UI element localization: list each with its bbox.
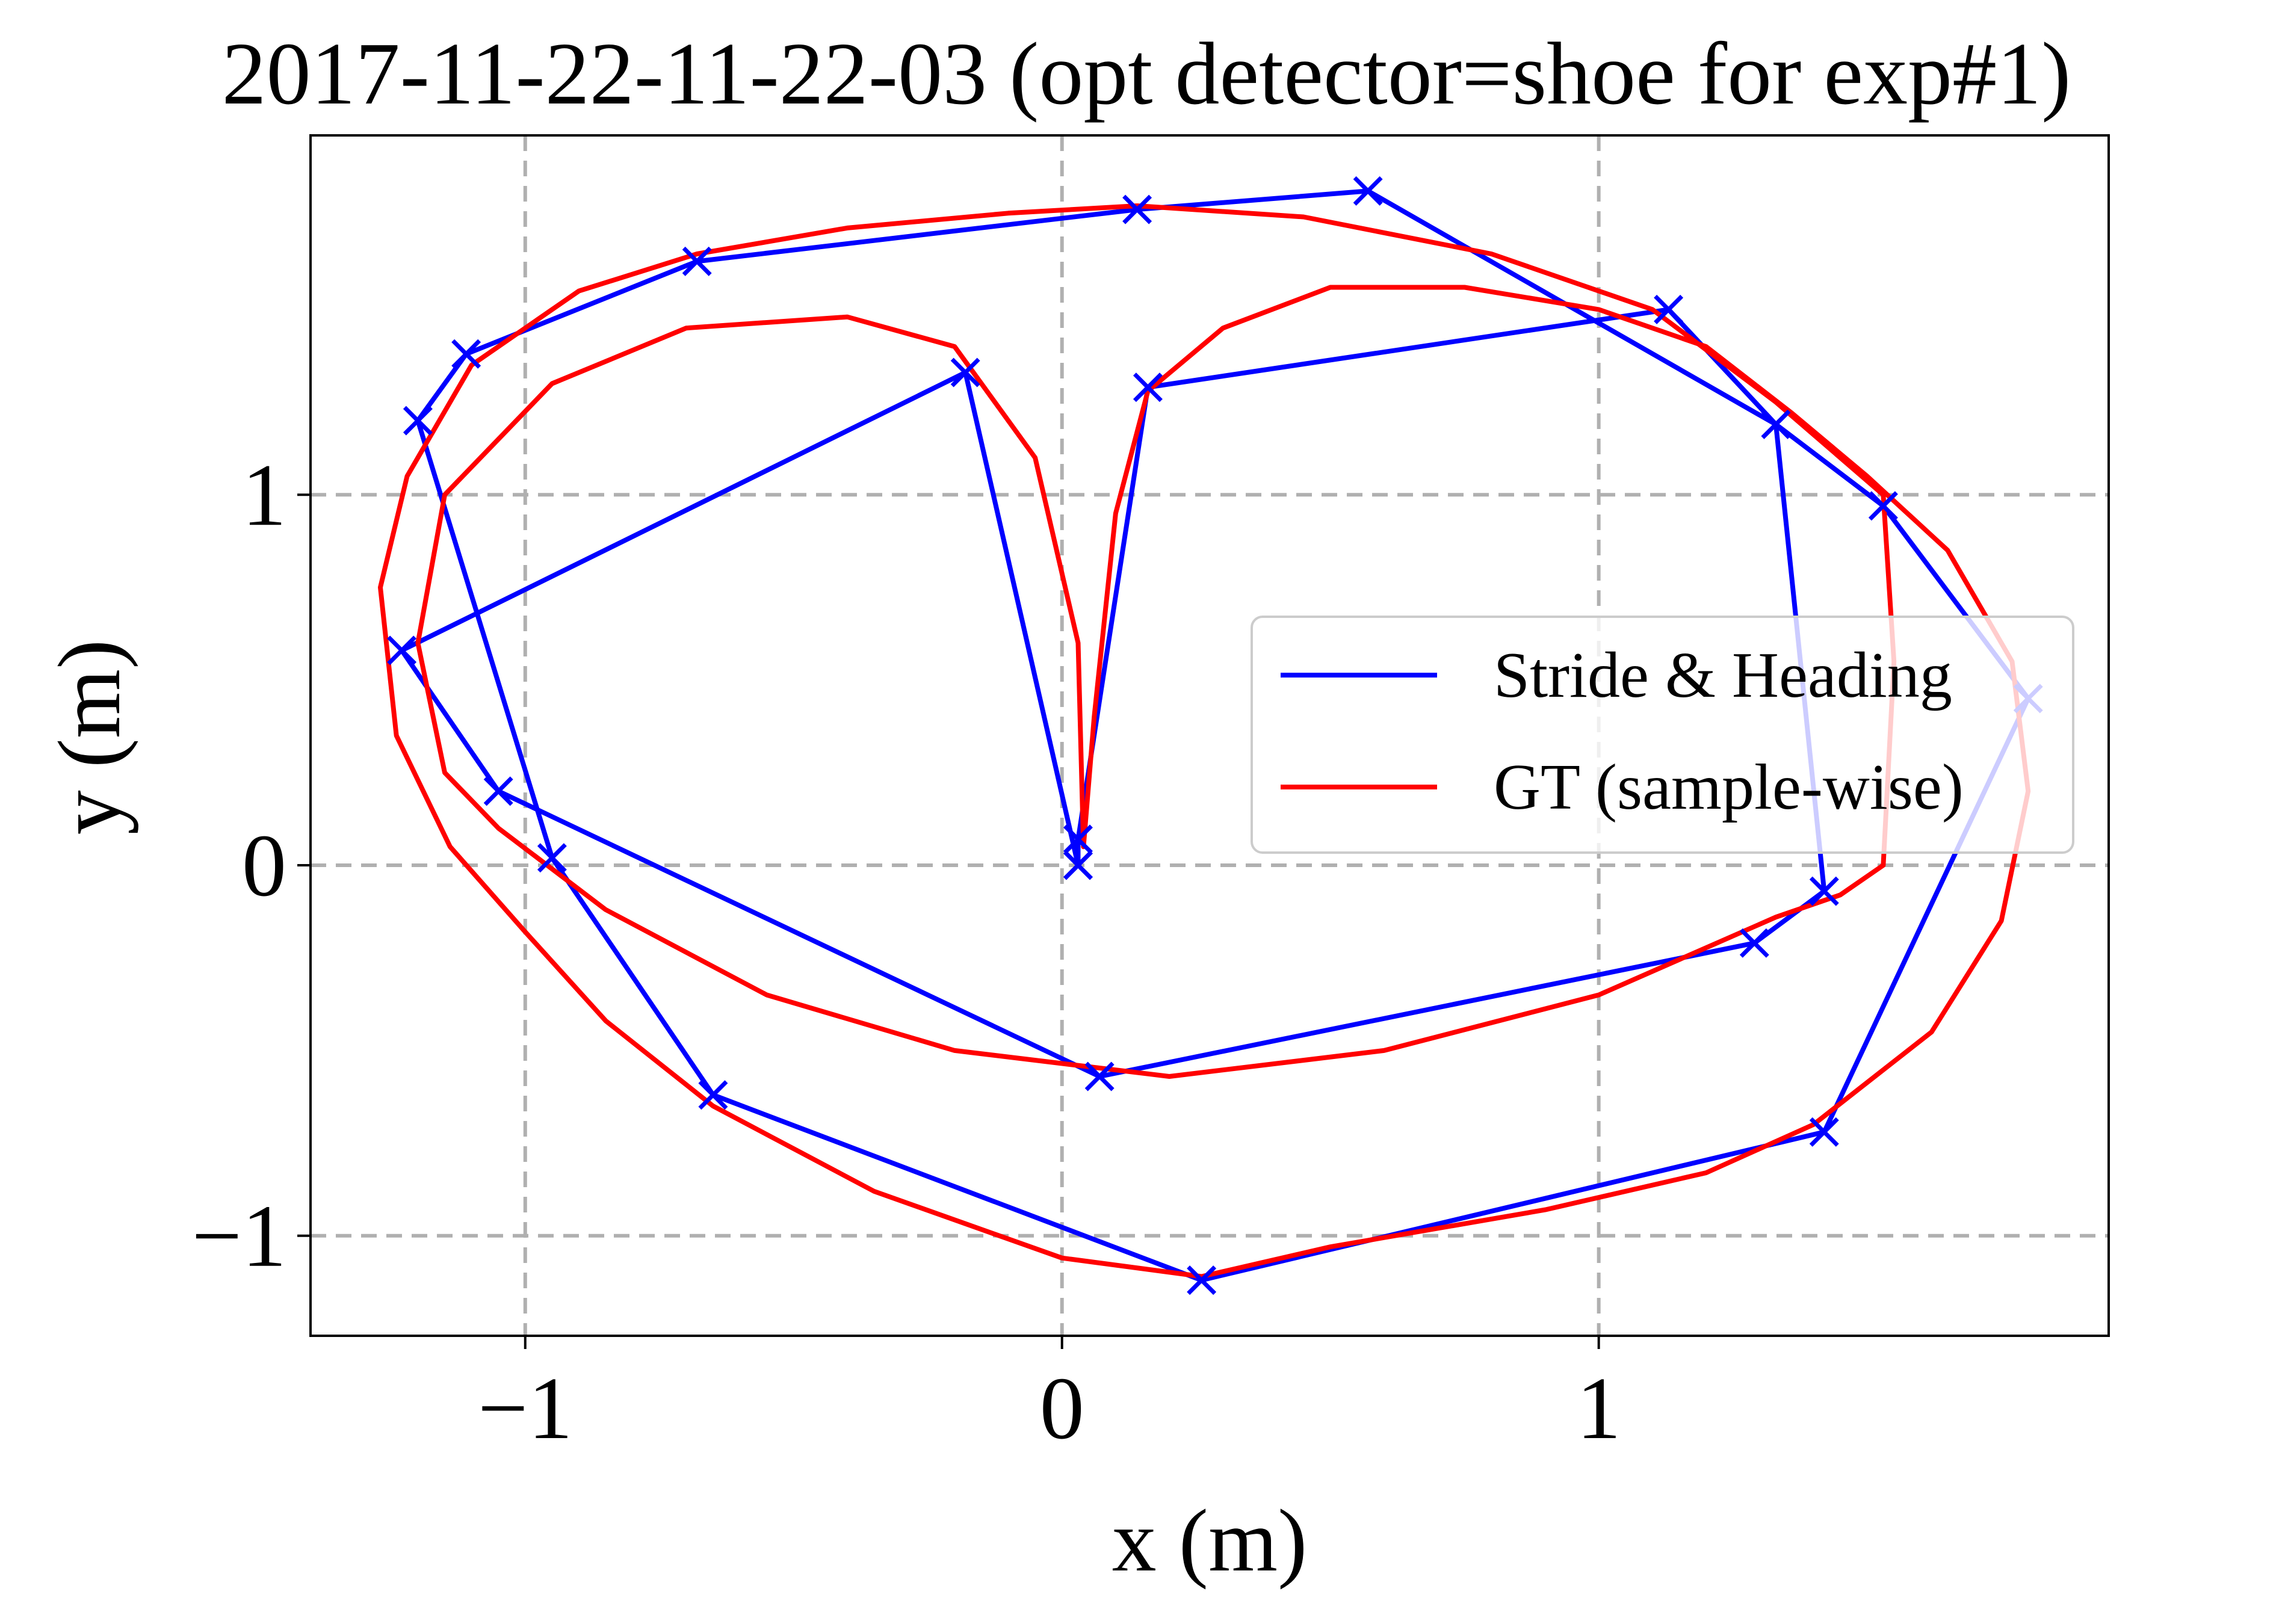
data-point-marker xyxy=(950,357,980,387)
series-line-0 xyxy=(399,188,2031,1283)
data-point-marker xyxy=(1868,491,1898,521)
data-point-marker xyxy=(1084,1061,1115,1091)
plot-series xyxy=(378,176,2043,1295)
data-point-marker xyxy=(1654,294,1684,324)
plot-frame xyxy=(309,134,2110,1337)
data-point-marker xyxy=(1739,928,1769,958)
data-point-marker xyxy=(1809,1117,1839,1147)
data-point-marker xyxy=(682,246,712,276)
data-point-marker xyxy=(698,1080,728,1110)
data-point-marker xyxy=(483,776,513,806)
axis-ticks: −1 0 1 −1 0 1 xyxy=(192,446,1621,1458)
legend-label-gt: GT (sample-wise) xyxy=(1494,752,1964,823)
data-point-marker xyxy=(1063,850,1093,880)
data-point-marker xyxy=(1761,409,1791,439)
y-tick-label: 1 xyxy=(242,446,286,545)
legend: Stride & Heading GT (sample-wise) xyxy=(1251,616,2074,854)
data-point-marker xyxy=(451,339,481,369)
data-point-marker xyxy=(1133,372,1163,403)
data-point-marker xyxy=(1063,824,1093,854)
data-point-marker xyxy=(1122,194,1152,224)
grid-lines xyxy=(311,135,2109,1336)
chart-title: 2017-11-22-11-22-03 (opt detector=shoe f… xyxy=(222,25,2071,123)
data-point-marker xyxy=(1187,1265,1217,1295)
legend-label-stride: Stride & Heading xyxy=(1494,640,1952,711)
y-axis-label: y (m) xyxy=(40,640,139,835)
series-line-1 xyxy=(378,203,2031,1279)
data-point-marker xyxy=(1353,176,1383,206)
x-tick-label: 1 xyxy=(1577,1359,1621,1458)
x-tick-label: −1 xyxy=(478,1359,572,1458)
data-point-marker xyxy=(387,635,417,665)
legend-box xyxy=(1251,616,2074,854)
x-tick-label: 0 xyxy=(1040,1359,1084,1458)
data-point-marker xyxy=(1809,876,1839,906)
y-tick-label: −1 xyxy=(192,1187,286,1286)
y-tick-label: 0 xyxy=(242,817,286,915)
x-axis-label: x (m) xyxy=(1112,1492,1308,1590)
data-point-marker xyxy=(537,843,567,873)
data-point-marker xyxy=(403,406,433,436)
